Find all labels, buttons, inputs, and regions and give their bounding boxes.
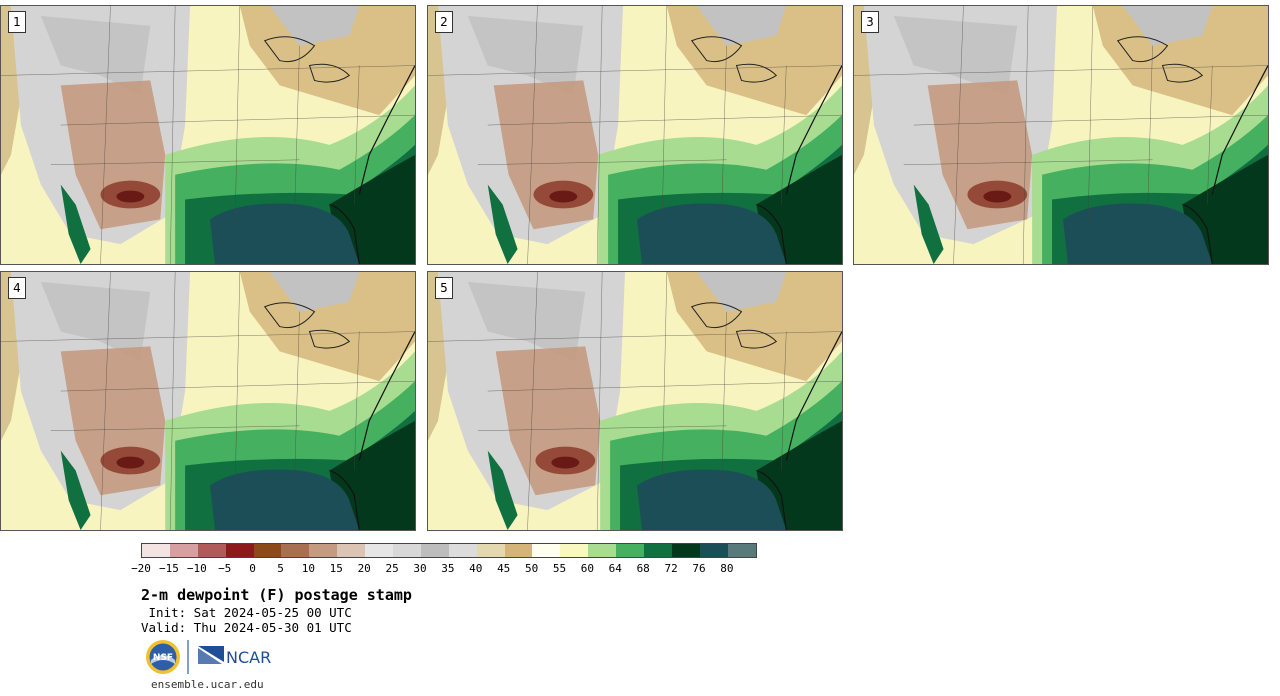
colorbar-tick-label: 25 [385,562,399,575]
init-time: Init: Sat 2024-05-25 00 UTC [141,605,352,620]
nsf-logo-icon: NSF [146,640,180,674]
colorbar-tick-label: 60 [580,562,595,575]
colorbar-swatch [448,544,477,557]
colorbar-tick-label: 5 [277,562,284,575]
colorbar-swatch [309,544,338,557]
colorbar-swatch [671,544,700,557]
colorbar-tick-label: 35 [441,562,455,575]
footer-url[interactable]: ensemble.ucar.edu [151,678,264,691]
valid-time: Valid: Thu 2024-05-30 01 UTC [141,620,352,635]
colorbar-tick-label: 10 [301,562,316,575]
sponsor-logos: NSF NCAR [146,640,271,674]
map-panel-1[interactable]: 1 [0,5,416,265]
figure-title: 2-m dewpoint (F) postage stamp [141,586,412,604]
colorbar-tick-label: 0 [249,562,256,575]
map-panel-4[interactable]: 4 [0,271,416,531]
map-panel-3[interactable]: 3 [853,5,1269,265]
colorbar-tick-label: −10 [186,562,207,575]
colorbar-swatch [337,544,366,557]
colorbar-tick-label: 68 [636,562,650,575]
panel-number-label[interactable]: 3 [861,11,879,33]
colorbar-tick-label: 20 [357,562,371,575]
ncar-logo-text: NCAR [226,648,271,667]
colorbar-tick-label: 50 [524,562,539,575]
colorbar-swatch [281,544,310,557]
colorbar-swatch [616,544,645,557]
colorbar-tick-label: −5 [218,562,232,575]
colorbar-tick-labels: −20 −15 −10 −5 0 5 10 15 20 25 30 35 40 45 50 55 60 64 68 7… [0,562,800,578]
colorbar-swatch [644,544,672,557]
colorbar-tick-label: 55 [552,562,567,575]
colorbar-swatch [532,544,561,557]
panel-number-label[interactable]: 2 [435,11,453,33]
panel-number-label[interactable]: 1 [8,11,26,33]
colorbar-swatch [393,544,421,557]
colorbar-swatch [699,544,728,557]
dewpoint-map [428,272,842,530]
colorbar-tick-label: −20 [131,562,151,575]
panel-number-label[interactable]: 4 [8,277,26,299]
colorbar-swatch [504,544,533,557]
dewpoint-map [854,6,1268,264]
colorbar-swatch [197,544,226,557]
colorbar-tick-label: 80 [720,562,734,575]
colorbar-tick-label: 40 [469,562,483,575]
colorbar-swatch [727,544,756,557]
ncar-logo-icon: NCAR [198,646,271,667]
colorbar-swatch [253,544,282,557]
panel-number-label[interactable]: 5 [435,277,453,299]
colorbar-swatch [560,544,589,557]
colorbar-tick-label: 64 [608,562,622,575]
colorbar-swatch [225,544,254,557]
colorbar-swatch [588,544,617,557]
colorbar-tick-label: 30 [413,562,427,575]
colorbar-tick-label: 15 [329,562,343,575]
colorbar-tick-label: 72 [664,562,678,575]
colorbar-swatch [169,544,198,557]
map-panel-2[interactable]: 2 [427,5,843,265]
colorbar-swatch [365,544,394,557]
colorbar-tick-label: 76 [692,562,706,575]
dewpoint-map [1,272,415,530]
colorbar-swatch [420,544,449,557]
colorbar-tick-label: 45 [497,562,511,575]
colorbar-swatch [142,544,170,557]
dewpoint-map [1,6,415,264]
colorbar-tick-label: −15 [158,562,179,575]
dewpoint-map [428,6,842,264]
dewpoint-colorbar [141,543,757,558]
nsf-logo-text: NSF [153,653,173,663]
map-panel-5[interactable]: 5 [427,271,843,531]
colorbar-swatch [476,544,505,557]
